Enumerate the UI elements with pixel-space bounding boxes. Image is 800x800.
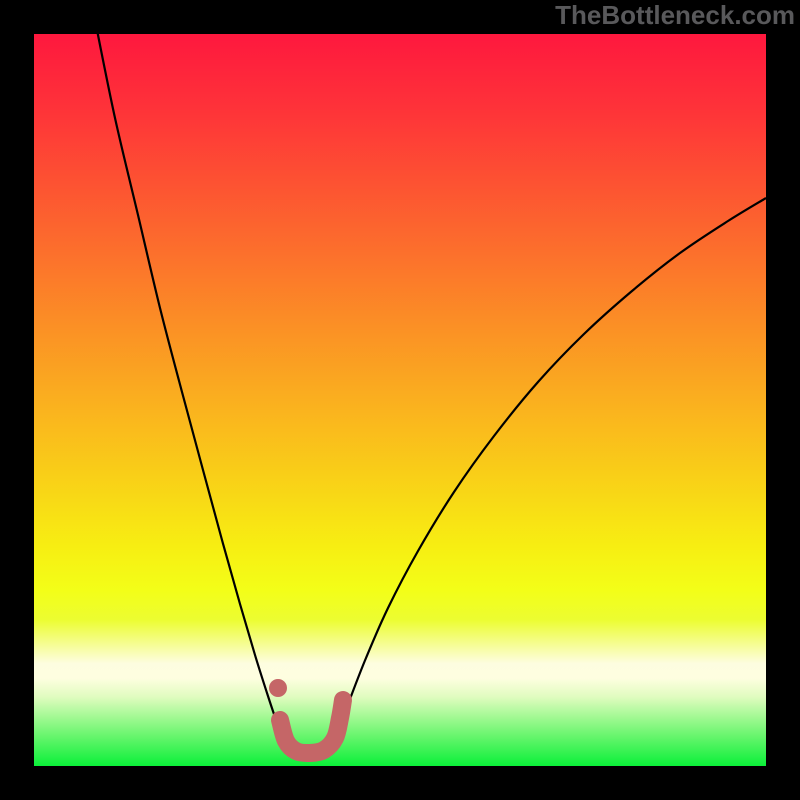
watermark: TheBottleneck.com [555, 0, 795, 31]
bottleneck-chart [0, 0, 800, 800]
plot-gradient [34, 34, 766, 766]
marker-dot [269, 679, 287, 697]
